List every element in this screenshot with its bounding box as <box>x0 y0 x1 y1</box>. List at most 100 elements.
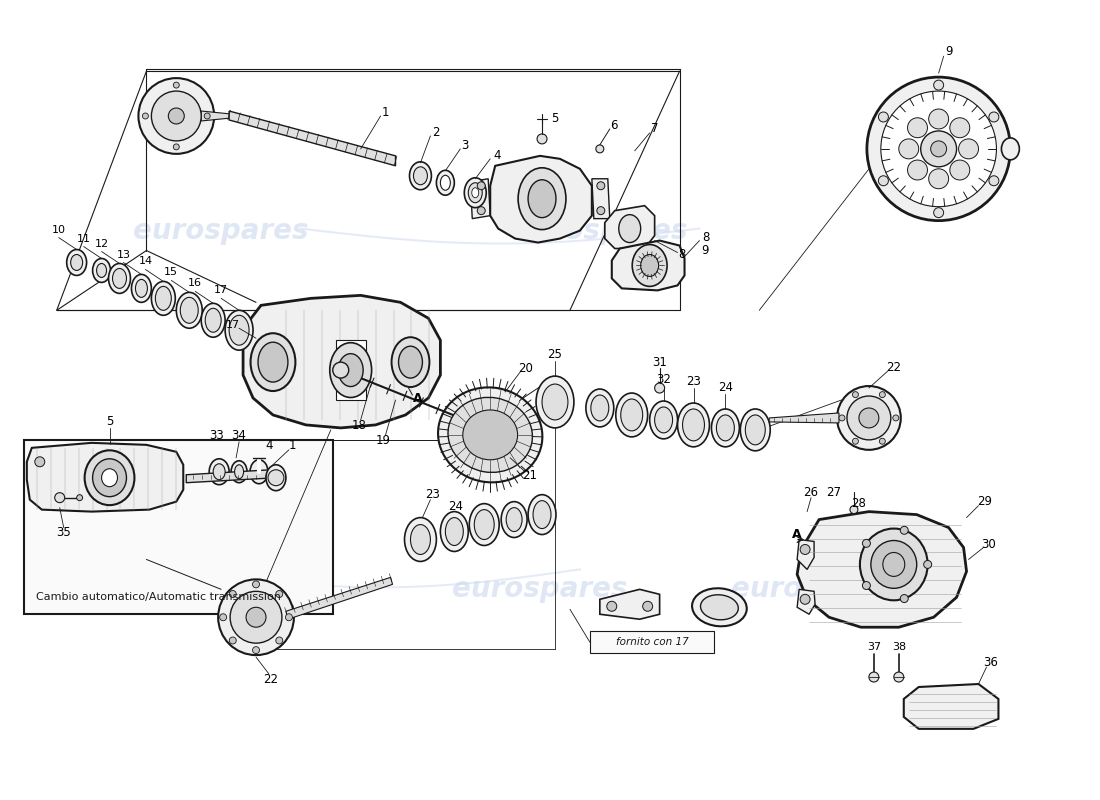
Ellipse shape <box>92 258 110 282</box>
Circle shape <box>230 591 282 643</box>
Ellipse shape <box>180 298 198 323</box>
Circle shape <box>989 176 999 186</box>
Circle shape <box>35 457 45 466</box>
Circle shape <box>253 646 260 654</box>
Ellipse shape <box>409 162 431 190</box>
Polygon shape <box>186 470 276 482</box>
Ellipse shape <box>619 214 640 242</box>
Polygon shape <box>612 241 684 290</box>
Circle shape <box>597 182 605 190</box>
Ellipse shape <box>528 180 556 218</box>
Text: 5: 5 <box>551 113 559 126</box>
Circle shape <box>900 526 909 534</box>
Text: 21: 21 <box>522 470 538 482</box>
Ellipse shape <box>701 594 738 620</box>
Ellipse shape <box>226 310 253 350</box>
Circle shape <box>537 134 547 144</box>
Text: eurospares: eurospares <box>732 575 906 603</box>
Ellipse shape <box>92 458 126 497</box>
Ellipse shape <box>135 279 147 298</box>
Circle shape <box>881 91 997 206</box>
Circle shape <box>276 590 283 598</box>
Circle shape <box>852 392 858 398</box>
Circle shape <box>958 139 979 159</box>
Ellipse shape <box>132 274 152 302</box>
Text: 17: 17 <box>214 286 228 295</box>
Text: 22: 22 <box>887 361 901 374</box>
Text: 23: 23 <box>686 374 701 387</box>
Circle shape <box>879 176 889 186</box>
Polygon shape <box>798 590 815 614</box>
Ellipse shape <box>883 553 905 576</box>
Polygon shape <box>592 178 609 218</box>
Text: 35: 35 <box>56 526 72 539</box>
Text: 34: 34 <box>232 430 246 442</box>
Text: 14: 14 <box>139 257 153 266</box>
Circle shape <box>862 539 870 547</box>
Text: 28: 28 <box>851 497 867 510</box>
Circle shape <box>654 383 664 393</box>
Ellipse shape <box>330 342 372 398</box>
Ellipse shape <box>101 469 118 486</box>
Text: 15: 15 <box>164 267 178 278</box>
Circle shape <box>934 208 944 218</box>
Circle shape <box>837 386 901 450</box>
Ellipse shape <box>640 254 659 277</box>
Ellipse shape <box>692 588 747 626</box>
Text: 37: 37 <box>867 642 881 652</box>
Ellipse shape <box>528 494 556 534</box>
Polygon shape <box>229 111 396 166</box>
Ellipse shape <box>472 188 478 198</box>
Polygon shape <box>201 111 231 121</box>
Circle shape <box>924 561 932 569</box>
Ellipse shape <box>338 354 363 386</box>
Ellipse shape <box>678 403 710 447</box>
Circle shape <box>899 139 918 159</box>
Ellipse shape <box>506 508 522 531</box>
Circle shape <box>894 672 904 682</box>
Ellipse shape <box>392 338 429 387</box>
Circle shape <box>77 494 82 501</box>
Circle shape <box>220 614 227 621</box>
Text: 1: 1 <box>382 106 389 119</box>
Circle shape <box>596 145 604 153</box>
Circle shape <box>949 118 970 138</box>
Ellipse shape <box>410 525 430 554</box>
Ellipse shape <box>518 168 565 230</box>
Ellipse shape <box>682 409 704 441</box>
Ellipse shape <box>871 541 916 588</box>
Polygon shape <box>471 178 491 218</box>
Text: eurospares: eurospares <box>133 217 309 245</box>
Circle shape <box>869 672 879 682</box>
Ellipse shape <box>716 415 735 441</box>
Polygon shape <box>243 295 440 428</box>
Circle shape <box>55 493 65 502</box>
Circle shape <box>908 118 927 138</box>
Text: 19: 19 <box>376 434 392 447</box>
Circle shape <box>142 113 148 119</box>
Ellipse shape <box>632 245 667 286</box>
Ellipse shape <box>155 286 172 310</box>
Ellipse shape <box>438 387 542 482</box>
Circle shape <box>989 112 999 122</box>
Circle shape <box>928 109 948 129</box>
Circle shape <box>642 602 652 611</box>
Circle shape <box>862 582 870 590</box>
Ellipse shape <box>109 263 131 294</box>
Text: 10: 10 <box>52 225 66 234</box>
Ellipse shape <box>616 393 648 437</box>
Circle shape <box>879 392 886 398</box>
Ellipse shape <box>231 461 248 482</box>
Polygon shape <box>336 340 365 400</box>
Text: 16: 16 <box>188 278 202 289</box>
Ellipse shape <box>201 303 225 338</box>
Circle shape <box>152 91 201 141</box>
Text: 9: 9 <box>702 244 710 257</box>
Ellipse shape <box>176 292 202 328</box>
Ellipse shape <box>740 409 770 451</box>
Circle shape <box>597 206 605 214</box>
Text: Cambio automatico/Automatic transmission: Cambio automatico/Automatic transmission <box>36 592 280 602</box>
Ellipse shape <box>463 410 518 460</box>
Text: 23: 23 <box>425 488 440 501</box>
Circle shape <box>800 594 810 604</box>
